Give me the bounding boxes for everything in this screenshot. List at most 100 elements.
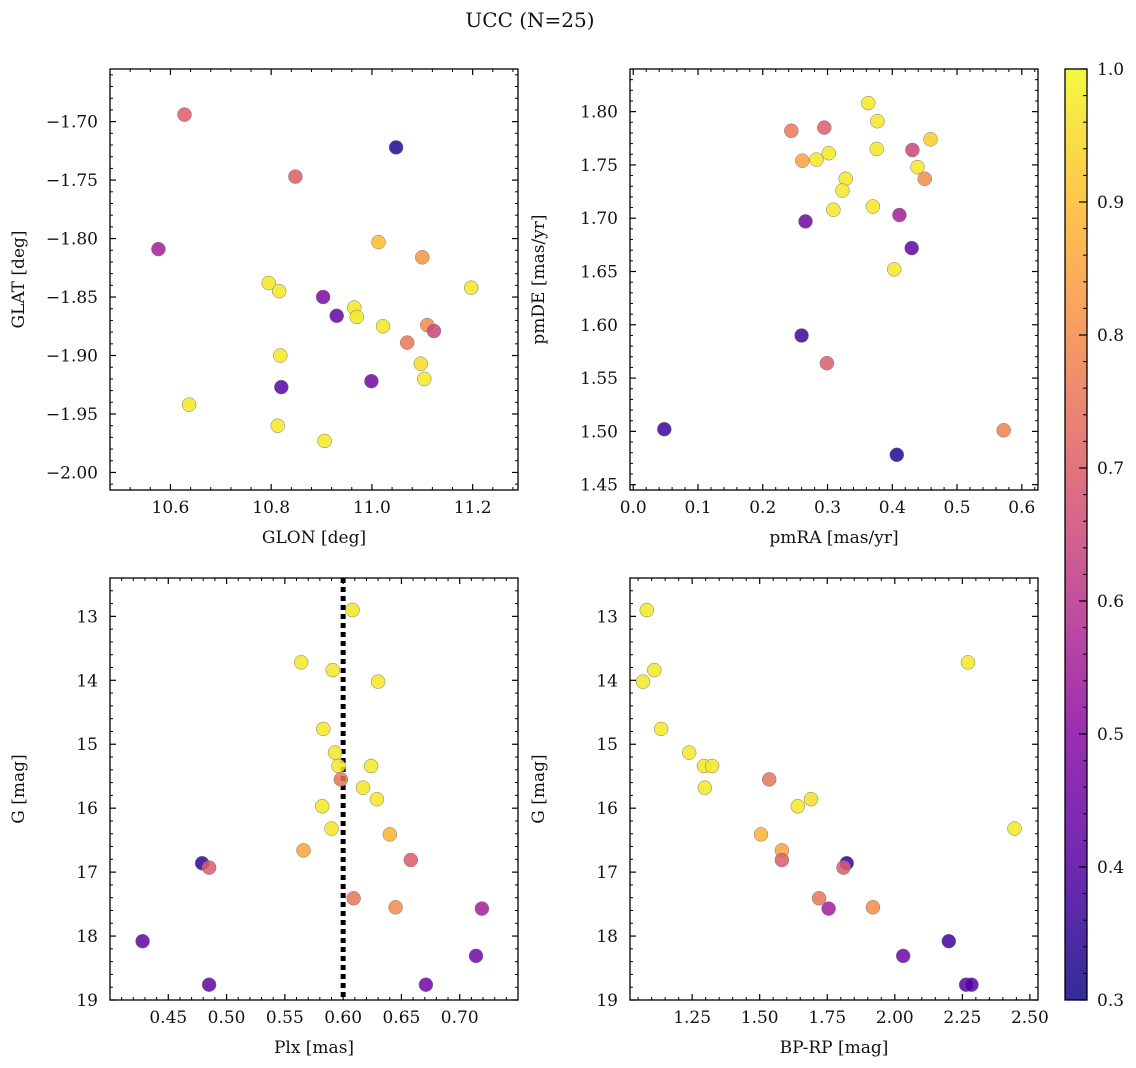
x-tick-label: 11.0 <box>353 498 391 518</box>
data-point <box>826 202 841 217</box>
data-point <box>345 602 360 618</box>
data-point <box>821 901 836 916</box>
x-tick-label: 10.8 <box>252 498 290 518</box>
panel-plx-g: 0.45 0.50 0.55 0.60 0.65 0.70 13 14 15 16 17 18 19 Pl… <box>9 577 519 1058</box>
data-point <box>418 977 434 992</box>
y-tick-label: 18 <box>596 927 618 947</box>
data-point <box>270 418 285 433</box>
data-point <box>399 335 415 350</box>
data-point <box>355 780 371 795</box>
colorbar-frame <box>1064 68 1088 1001</box>
y-tick-label: 1.55 <box>580 369 618 389</box>
colorbar-tick-label: 1.0 <box>1097 60 1124 80</box>
data-point <box>821 145 837 161</box>
y-tick-label: 15 <box>76 735 98 755</box>
y-tick-label: 18 <box>76 927 98 947</box>
data-point <box>316 721 331 737</box>
data-point <box>349 309 365 325</box>
data-point <box>886 262 902 277</box>
data-point <box>296 843 311 858</box>
colorbar: 0.3 0.4 0.5 0.6 0.7 0.8 0.9 1.0 <box>1064 60 1124 1011</box>
colorbar-tick-label: 0.9 <box>1097 193 1124 213</box>
data-point <box>325 662 340 678</box>
data-point <box>639 602 655 618</box>
data-point <box>426 323 442 339</box>
y-tick-label: 1.70 <box>580 209 618 229</box>
data-point <box>964 977 979 992</box>
data-point <box>474 901 490 916</box>
x-tick-label: 0.55 <box>266 1008 304 1028</box>
x-axis-label: pmRA [mas/yr] <box>769 528 898 548</box>
data-point <box>753 827 769 842</box>
y-tick-label: 1.80 <box>580 103 618 123</box>
data-point <box>865 900 881 915</box>
data-point <box>895 948 911 964</box>
data-point <box>657 421 672 437</box>
plot-frame <box>629 68 1039 491</box>
x-tick-label: 2.50 <box>1011 1008 1049 1028</box>
data-point <box>388 900 403 915</box>
data-point <box>784 123 799 139</box>
colorbar-tick-label: 0.6 <box>1097 592 1124 612</box>
data-point <box>327 745 343 760</box>
data-point <box>870 113 885 129</box>
data-point <box>415 250 430 265</box>
x-tick-label: 1.50 <box>741 1008 779 1028</box>
colorbar-tick-label: 0.4 <box>1097 858 1124 878</box>
data-point <box>151 241 166 257</box>
x-tick-label: 1.25 <box>673 1008 711 1028</box>
data-point <box>375 319 391 334</box>
data-point <box>413 356 429 371</box>
colorbar-fill <box>1065 69 1087 1000</box>
y-tick-label: 17 <box>596 863 618 883</box>
y-axis-label: pmDE [mas/yr] <box>529 214 549 344</box>
data-point <box>861 95 876 111</box>
data-point <box>917 171 932 187</box>
y-tick-label: −2.00 <box>46 463 98 483</box>
data-point <box>819 355 835 371</box>
data-point <box>904 240 919 256</box>
data-point <box>463 280 479 295</box>
plot-frame <box>109 577 519 1001</box>
data-point <box>647 662 662 678</box>
data-point <box>273 348 288 363</box>
data-point <box>181 397 197 412</box>
x-axis-label: Plx [mas] <box>274 1038 354 1058</box>
data-point <box>811 891 827 906</box>
data-point <box>331 758 346 774</box>
y-tick-label: 17 <box>76 863 98 883</box>
data-point <box>817 120 832 135</box>
x-tick-label: 2.00 <box>876 1008 914 1028</box>
data-point <box>468 948 484 964</box>
data-point <box>293 655 309 670</box>
x-tick-label: 11.2 <box>454 498 492 518</box>
data-point <box>329 308 344 324</box>
plot-frame <box>629 577 1039 1001</box>
data-point <box>941 933 957 949</box>
data-point <box>382 827 398 842</box>
data-point <box>869 141 884 157</box>
x-tick-label: 0.2 <box>749 498 776 518</box>
data-point <box>403 852 419 868</box>
data-point <box>960 655 976 670</box>
plot-frame <box>109 68 519 491</box>
data-point <box>794 328 809 343</box>
x-tick-label: 2.25 <box>943 1008 981 1028</box>
y-axis-label: GLAT [deg] <box>9 230 29 328</box>
data-point <box>761 772 777 787</box>
panel-bprp-g: 1.25 1.50 1.75 2.00 2.25 2.50 13 14 15 16 17 18 19 BP… <box>529 577 1049 1058</box>
data-point <box>836 860 851 875</box>
data-point <box>346 891 361 906</box>
data-point <box>809 152 824 167</box>
panel-glon-glat: 10.6 10.8 11.0 11.2 −1.70 −1.75 −1.80 −1.85 −1.9… <box>9 68 519 548</box>
data-point <box>697 780 713 795</box>
data-point <box>1007 821 1022 836</box>
x-tick-label: 0.3 <box>814 498 841 518</box>
data-point <box>177 107 192 122</box>
x-tick-label: 0.45 <box>149 1008 187 1028</box>
data-point <box>363 758 379 774</box>
y-tick-label: 1.75 <box>580 156 618 176</box>
y-tick-label: −1.80 <box>46 230 98 250</box>
y-tick-label: 1.65 <box>580 263 618 283</box>
data-point <box>317 433 332 449</box>
